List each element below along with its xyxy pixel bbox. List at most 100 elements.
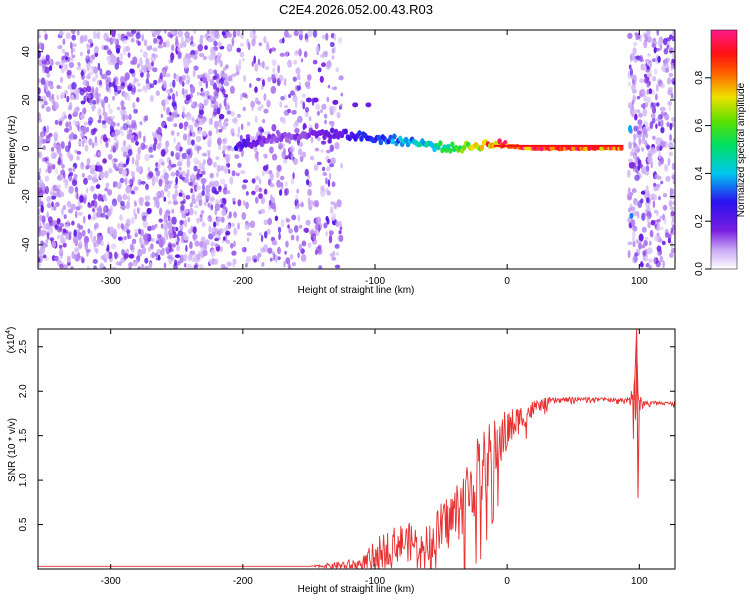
noise-speckle [338,220,343,228]
noise-speckle [152,67,158,73]
noise-speckle [174,112,178,119]
noise-speckle [295,50,299,55]
noise-speckle [231,40,235,47]
noise-speckle [56,218,61,225]
noise-speckle [151,131,155,137]
signal-blob [357,130,362,137]
noise-speckle [212,37,215,42]
noise-speckle [198,264,204,269]
noise-speckle [121,106,126,111]
noise-speckle [43,100,49,106]
noise-speckle [187,137,192,146]
noise-speckle [272,67,276,74]
noise-speckle [190,250,196,255]
noise-speckle [45,54,50,61]
noise-speckle [636,55,641,61]
noise-speckle [150,238,155,242]
noise-speckle [156,249,162,254]
noise-speckle [167,92,171,97]
noise-speckle [223,120,228,127]
noise-speckle [139,69,143,73]
noise-speckle [671,58,675,64]
noise-speckle [287,59,293,68]
noise-speckle [77,223,81,229]
noise-speckle [315,104,321,110]
noise-speckle [185,244,188,253]
noise-speckle [201,190,205,196]
noise-speckle [219,198,223,204]
noise-speckle [260,234,264,243]
noise-speckle [69,41,73,49]
noise-speckle [307,242,312,249]
noise-speckle [116,181,122,190]
noise-speckle [88,99,93,106]
noise-speckle [271,240,278,246]
noise-speckle [122,141,127,147]
noise-speckle [239,51,245,58]
noise-speckle [664,164,669,172]
noise-speckle [102,111,108,117]
noise-speckle [291,262,297,267]
noise-speckle [660,157,664,165]
noise-speckle [655,93,658,101]
noise-speckle [95,243,100,248]
signal-blob [376,134,382,141]
noise-speckle [53,152,58,157]
noise-speckle [138,237,143,245]
noise-speckle [79,195,84,203]
noise-speckle [137,41,141,46]
noise-speckle [638,124,643,130]
noise-speckle [179,174,183,180]
noise-speckle [232,258,237,265]
noise-speckle [202,249,208,257]
noise-speckle [242,179,249,183]
noise-speckle [109,37,114,45]
noise-speckle [645,165,650,173]
signal-blob [479,144,485,151]
noise-speckle [293,121,299,129]
noise-speckle [216,216,222,223]
noise-speckle [297,115,303,123]
noise-speckle [171,101,177,108]
noise-speckle [219,246,223,253]
noise-speckle [171,216,177,225]
signal-branch-blob [305,97,312,103]
noise-speckle [335,220,340,228]
noise-speckle [181,36,184,43]
noise-speckle [121,224,125,230]
signal-blob [284,136,290,143]
noise-speckle [230,73,237,78]
noise-speckle [145,183,149,191]
noise-speckle [121,206,126,211]
noise-speckle [146,72,150,79]
noise-speckle [79,89,85,96]
noise-speckle [157,163,161,169]
noise-speckle [247,255,252,262]
noise-speckle [121,37,128,45]
noise-speckle [157,35,162,40]
snr-line-marks [38,329,675,569]
noise-speckle [176,234,179,238]
noise-speckle [197,74,202,79]
noise-speckle [124,254,130,258]
noise-speckle [200,210,205,215]
noise-speckle [136,78,139,83]
noise-speckle [191,198,197,204]
noise-speckle [96,232,100,240]
noise-speckle [664,113,670,121]
noise-speckle [149,261,153,269]
noise-speckle [148,146,154,153]
noise-speckle [201,164,205,171]
snr-frame [37,328,676,570]
noise-speckle [307,188,312,196]
noise-speckle [634,74,637,83]
noise-speckle [122,90,125,97]
noise-speckle [177,158,184,163]
noise-speckle [87,228,91,234]
noise-speckle [164,97,170,105]
noise-speckle [114,251,118,260]
noise-speckle [644,209,647,214]
noise-speckle [41,133,44,139]
noise-speckle [153,37,158,44]
noise-speckle [123,110,127,116]
